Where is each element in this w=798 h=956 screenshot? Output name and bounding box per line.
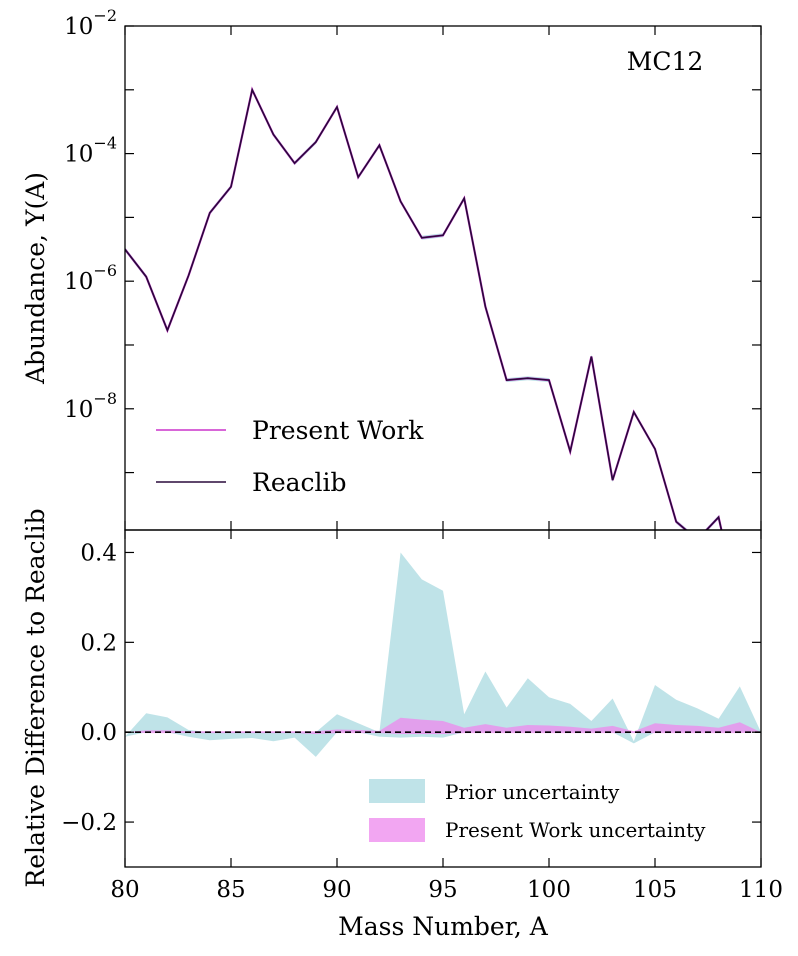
abundance-prior-band [125,87,722,530]
x-tick-label: 85 [216,877,245,903]
x-tick-label: 90 [322,877,351,903]
y-tick-label: 10−2 [64,6,117,40]
present-work-uncertainty-area [125,717,761,734]
y-tick-label: 0.4 [80,540,117,566]
reaclib-line [125,87,723,530]
uncertainty-bands [125,552,761,757]
difference-x-ticks: 80 85 90 95 100 105 110 [110,530,783,903]
difference-y-axis-label: Relative Difference to Reaclib [21,508,50,887]
difference-legend: Prior uncertainty Present Work uncertain… [369,779,706,842]
prior-uncertainty-area [125,552,761,757]
legend-swatch-prior [369,779,425,803]
legend-label-present-work: Present Work [252,416,424,445]
abundance-legend: Present Work Reaclib [156,416,424,497]
y-tick-label: 0.0 [80,720,117,746]
abundance-series [125,86,723,530]
abundance-y-ticks: 10−8 10−6 10−4 10−2 [64,6,761,474]
y-tick-label: 0.2 [80,630,117,656]
x-tick-label: 95 [428,877,457,903]
y-tick-label: 10−8 [64,389,117,423]
present-work-line [125,86,723,530]
abundance-frame [124,25,762,531]
difference-frame [124,529,762,868]
legend-label-reaclib: Reaclib [252,468,347,497]
y-tick-label: −0.2 [61,810,117,836]
y-tick-label: 10−6 [64,261,117,295]
x-tick-label: 80 [110,877,139,903]
difference-y-ticks: −0.2 0.0 0.2 0.4 [61,540,761,836]
legend-label-present-work-uncertainty: Present Work uncertainty [445,818,706,842]
legend-label-prior: Prior uncertainty [445,780,620,804]
y-tick-label: 10−4 [64,134,117,168]
model-annotation: MC12 [627,47,704,76]
x-tick-label: 110 [739,877,783,903]
x-axis-label: Mass Number, A [338,912,549,941]
abundance-panel: 10−8 10−6 10−4 10−2 MC12 Abundance, Y(A) Pr… [21,6,762,531]
x-tick-label: 105 [633,877,677,903]
x-tick-label: 100 [527,877,571,903]
abundance-x-ticks [124,26,762,530]
abundance-y-axis-label: Abundance, Y(A) [21,172,50,385]
legend-swatch-present-work-uncertainty [369,818,425,842]
relative-difference-panel: −0.2 0.0 0.2 0.4 80 85 90 95 100 105 110 Relative… [21,508,783,941]
